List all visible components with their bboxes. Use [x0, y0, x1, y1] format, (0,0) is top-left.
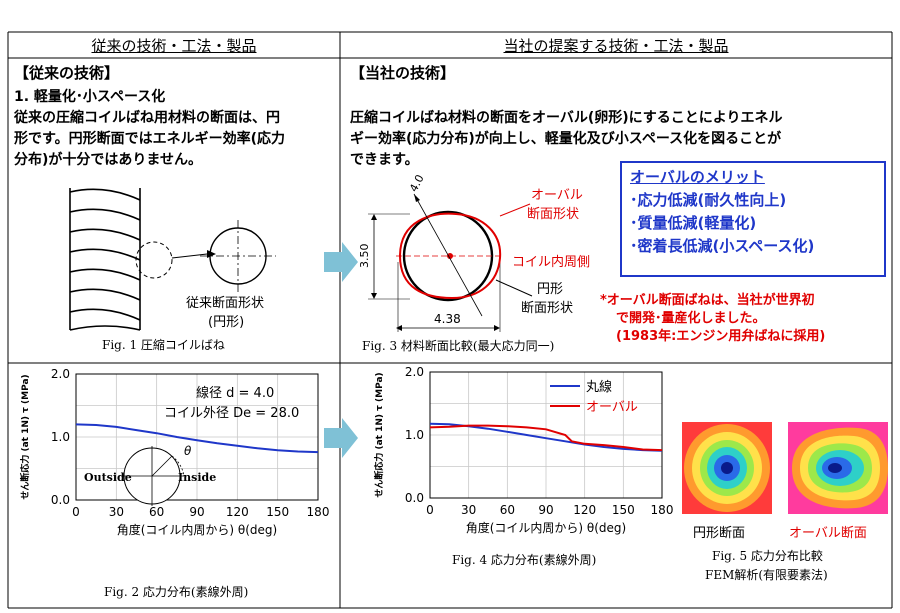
y-axis-label: せん断応力 (at 1N) τ (MPa)	[19, 374, 31, 499]
fig1-caption: Fig. 1 圧縮コイルばね	[102, 338, 225, 352]
fig2-stress-chart: 0 30 60 90 120 150 180 0.0 1.0 2.0 角度(コイル内周から) θ(d…	[19, 367, 330, 537]
fig2-annotation-D: コイル外径 De = 28.0	[164, 406, 300, 421]
oval-merit-box: オーバルのメリット ･応力低減(耐久性向上) ･質量低減(軽量化) ･密着長低減…	[620, 161, 886, 277]
y-tick-label: 1.0	[51, 430, 70, 444]
note-line: (1983年:エンジン用弁ばねに採用)	[616, 329, 826, 344]
y-tick-label: 2.0	[405, 365, 424, 379]
right-section-title: 【当社の技術】	[350, 64, 456, 82]
x-tick-label: 120	[573, 503, 596, 517]
fig4-stress-chart: 0 30 60 90 120 150 180 0.0 1.0 2.0 角度(コイル内周から) θ(d…	[373, 365, 674, 535]
x-tick-label: 60	[500, 503, 515, 517]
spring-coils	[69, 188, 141, 331]
oval-section-outline	[398, 212, 502, 300]
merit-item: ･応力低減(耐久性向上)	[630, 191, 787, 209]
fig3-caption: Fig. 3 材料断面比較(最大応力同一)	[362, 339, 555, 353]
fig2-inside-label: Inside	[178, 471, 217, 484]
x-tick-label: 0	[426, 503, 434, 517]
fig3-oval-label-2: 断面形状	[527, 207, 580, 222]
left-text-line-2: 形です。円形断面ではエネルギー効率(応力	[14, 131, 285, 147]
fig3-oval-label-1: オーバル	[531, 188, 583, 203]
x-tick-label: 30	[109, 505, 124, 519]
fig3-round-label-1: 円形	[537, 282, 564, 297]
legend-label: 丸線	[586, 379, 612, 395]
fig2-inset-diagram	[122, 446, 185, 506]
y-tick-label: 0.0	[405, 491, 424, 505]
y-tick-label: 1.0	[405, 428, 424, 442]
fig3-dim-width: 4.38	[434, 312, 461, 326]
merit-title: オーバルのメリット	[630, 168, 765, 186]
x-tick-label: 60	[149, 505, 164, 519]
left-column-title: 従来の技術・工法・製品	[91, 37, 257, 55]
fig3-dim-height: 3.50	[358, 243, 371, 269]
x-tick-label: 120	[226, 505, 249, 519]
fig2-outside-label: Outside	[84, 471, 132, 484]
fem-round-section	[682, 422, 772, 514]
right-text-line-1: 圧縮コイルばね材料の断面をオーバル(卵形)にすることによりエネル	[350, 110, 783, 126]
note-line: *オーバル断面ばねは、当社が世界初	[600, 293, 815, 308]
right-text-line-2: ギー効率(応力分布)が向上し、軽量化及び小スペース化を図ることが	[350, 131, 782, 147]
fig2-theta-label: θ	[184, 444, 192, 458]
plot-frame	[429, 371, 663, 499]
fig5-caption-1: Fig. 5 応力分布比較	[712, 549, 823, 563]
fig1-section-sub: (円形)	[208, 315, 245, 330]
left-text-line-3: 分布)が十分ではありません。	[14, 152, 202, 168]
series-line	[75, 423, 319, 454]
plot-frame	[75, 373, 319, 501]
fig1-section-label: 従来断面形状	[186, 296, 265, 311]
fig5-label-round: 円形断面	[693, 526, 746, 541]
world-first-note: *オーバル断面ばねは、当社が世界初 で開発･量産化しました。 (1983年:エン…	[600, 292, 825, 346]
fig3-inner-side-label: コイル内周側	[512, 255, 591, 270]
fig2-caption: Fig. 2 応力分布(素線外周)	[104, 585, 249, 599]
left-heading: 1. 軽量化･小スペース化	[14, 89, 166, 105]
x-tick-label: 0	[72, 505, 80, 519]
y-axis-label: せん断応力 (at 1N) τ (MPa)	[373, 372, 385, 497]
x-tick-label: 150	[266, 505, 289, 519]
series-line	[429, 424, 663, 452]
fig1-spring-drawing	[69, 188, 276, 331]
arrow-icon	[324, 242, 358, 282]
right-text-line-3: できます。	[350, 152, 419, 168]
y-tick-label: 2.0	[51, 367, 70, 381]
x-tick-label: 180	[651, 503, 674, 517]
fig5-fem-images	[682, 422, 888, 514]
x-tick-label: 90	[538, 503, 553, 517]
right-column-title: 当社の提案する技術・工法・製品	[503, 37, 729, 55]
arrow-icon	[324, 418, 358, 458]
x-axis-label: 角度(コイル内周から) θ(deg)	[466, 520, 627, 535]
fem-oval-section	[788, 422, 888, 514]
y-tick-label: 0.0	[51, 493, 70, 507]
merit-item: ･密着長低減(小スペース化)	[630, 237, 815, 255]
fig4-caption: Fig. 4 応力分布(素線外周)	[452, 553, 597, 567]
note-line: で開発･量産化しました。	[616, 311, 766, 326]
x-tick-label: 150	[612, 503, 635, 517]
left-section-title: 【従来の技術】	[14, 64, 120, 82]
left-text-line-1: 従来の圧縮コイルばね用材料の断面は、円	[14, 110, 280, 126]
x-axis-label: 角度(コイル内周から) θ(deg)	[117, 522, 278, 537]
fig3-section-drawing	[368, 193, 504, 332]
fig5-label-oval: オーバル断面	[789, 526, 867, 541]
x-tick-label: 90	[189, 505, 204, 519]
x-tick-label: 30	[461, 503, 476, 517]
fig5-caption-2: FEM解析(有限要素法)	[705, 568, 828, 582]
fig3-round-label-2: 断面形状	[521, 301, 574, 316]
legend-label: オーバル	[586, 400, 638, 415]
fig2-annotation-d: 線径 d = 4.0	[196, 386, 275, 401]
merit-item: ･質量低減(軽量化)	[630, 214, 757, 232]
x-tick-label: 180	[307, 505, 330, 519]
